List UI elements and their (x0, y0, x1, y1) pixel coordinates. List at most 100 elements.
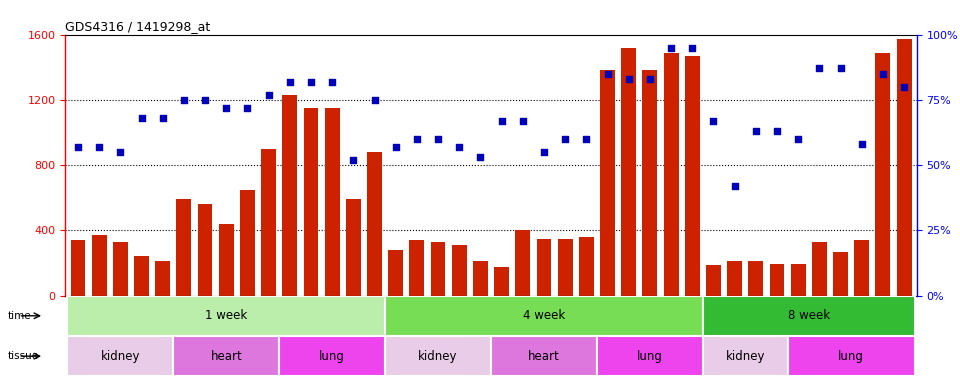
Bar (261, 149, 276, 296)
Bar (684, 56, 700, 296)
Bar (282, 95, 298, 296)
Text: GDS4316 / 1419298_at: GDS4316 / 1419298_at (65, 20, 210, 33)
Point (790, 136, 805, 142)
Point (472, 154, 488, 161)
Bar (516, 230, 530, 296)
Text: lung: lung (838, 350, 864, 362)
Bar (663, 53, 679, 296)
Point (897, 84, 912, 90)
Text: lung: lung (320, 350, 345, 362)
Bar (833, 252, 848, 296)
Point (388, 144, 403, 150)
Point (748, 128, 763, 134)
Bar (492, 336, 597, 376)
Point (451, 144, 467, 150)
Text: lung: lung (637, 350, 662, 362)
Bar (431, 242, 445, 296)
Bar (703, 336, 787, 376)
Point (876, 71, 891, 77)
Point (261, 91, 276, 98)
Point (240, 104, 255, 111)
Bar (787, 336, 915, 376)
Bar (113, 242, 128, 296)
Point (727, 183, 742, 189)
Bar (706, 265, 721, 296)
Point (324, 78, 340, 84)
Bar (67, 296, 385, 336)
Point (346, 157, 361, 163)
Bar (473, 262, 488, 296)
Point (516, 118, 531, 124)
Bar (324, 108, 340, 296)
Point (198, 97, 213, 103)
Bar (198, 204, 212, 296)
Point (642, 76, 658, 82)
Point (177, 97, 192, 103)
Point (663, 45, 679, 51)
Text: tissue: tissue (8, 351, 38, 361)
Bar (303, 108, 319, 296)
Point (854, 141, 870, 147)
Bar (385, 336, 492, 376)
Bar (558, 238, 572, 296)
Bar (597, 336, 703, 376)
Bar (388, 250, 403, 296)
Bar (812, 242, 827, 296)
Bar (156, 262, 170, 296)
Point (706, 118, 721, 124)
Bar (876, 53, 890, 296)
Bar (770, 264, 784, 296)
Point (684, 45, 700, 51)
Bar (897, 40, 911, 296)
Bar (642, 70, 658, 296)
Text: 1 week: 1 week (205, 309, 248, 322)
Point (833, 65, 849, 71)
Text: 8 week: 8 week (788, 309, 829, 322)
Bar (749, 262, 763, 296)
Bar (600, 70, 615, 296)
Point (112, 149, 128, 155)
Point (219, 104, 234, 111)
Point (600, 71, 615, 77)
Bar (703, 296, 915, 336)
Bar (410, 240, 424, 296)
Text: heart: heart (528, 350, 560, 362)
Bar (494, 267, 509, 296)
Text: heart: heart (210, 350, 242, 362)
Text: kidney: kidney (101, 350, 140, 362)
Text: kidney: kidney (419, 350, 458, 362)
Bar (452, 245, 467, 296)
Point (133, 115, 149, 121)
Point (282, 78, 298, 84)
Bar (621, 48, 636, 296)
Point (494, 118, 510, 124)
Bar (728, 262, 742, 296)
Point (367, 97, 382, 103)
Point (621, 76, 636, 82)
Text: time: time (8, 311, 31, 321)
Point (769, 128, 784, 134)
Point (70, 144, 85, 150)
Bar (346, 199, 361, 296)
Bar (174, 336, 279, 376)
Point (430, 136, 445, 142)
Bar (537, 238, 551, 296)
Point (303, 78, 319, 84)
Point (409, 136, 424, 142)
Point (537, 149, 552, 155)
Bar (367, 152, 382, 296)
Bar (219, 224, 233, 296)
Bar (279, 336, 385, 376)
Point (155, 115, 170, 121)
Point (91, 144, 107, 150)
Bar (240, 190, 254, 296)
Bar (791, 264, 805, 296)
Bar (385, 296, 703, 336)
Point (558, 136, 573, 142)
Bar (134, 257, 149, 296)
Bar (177, 199, 191, 296)
Point (812, 65, 828, 71)
Point (579, 136, 594, 142)
Bar (71, 240, 85, 296)
Bar (67, 336, 174, 376)
